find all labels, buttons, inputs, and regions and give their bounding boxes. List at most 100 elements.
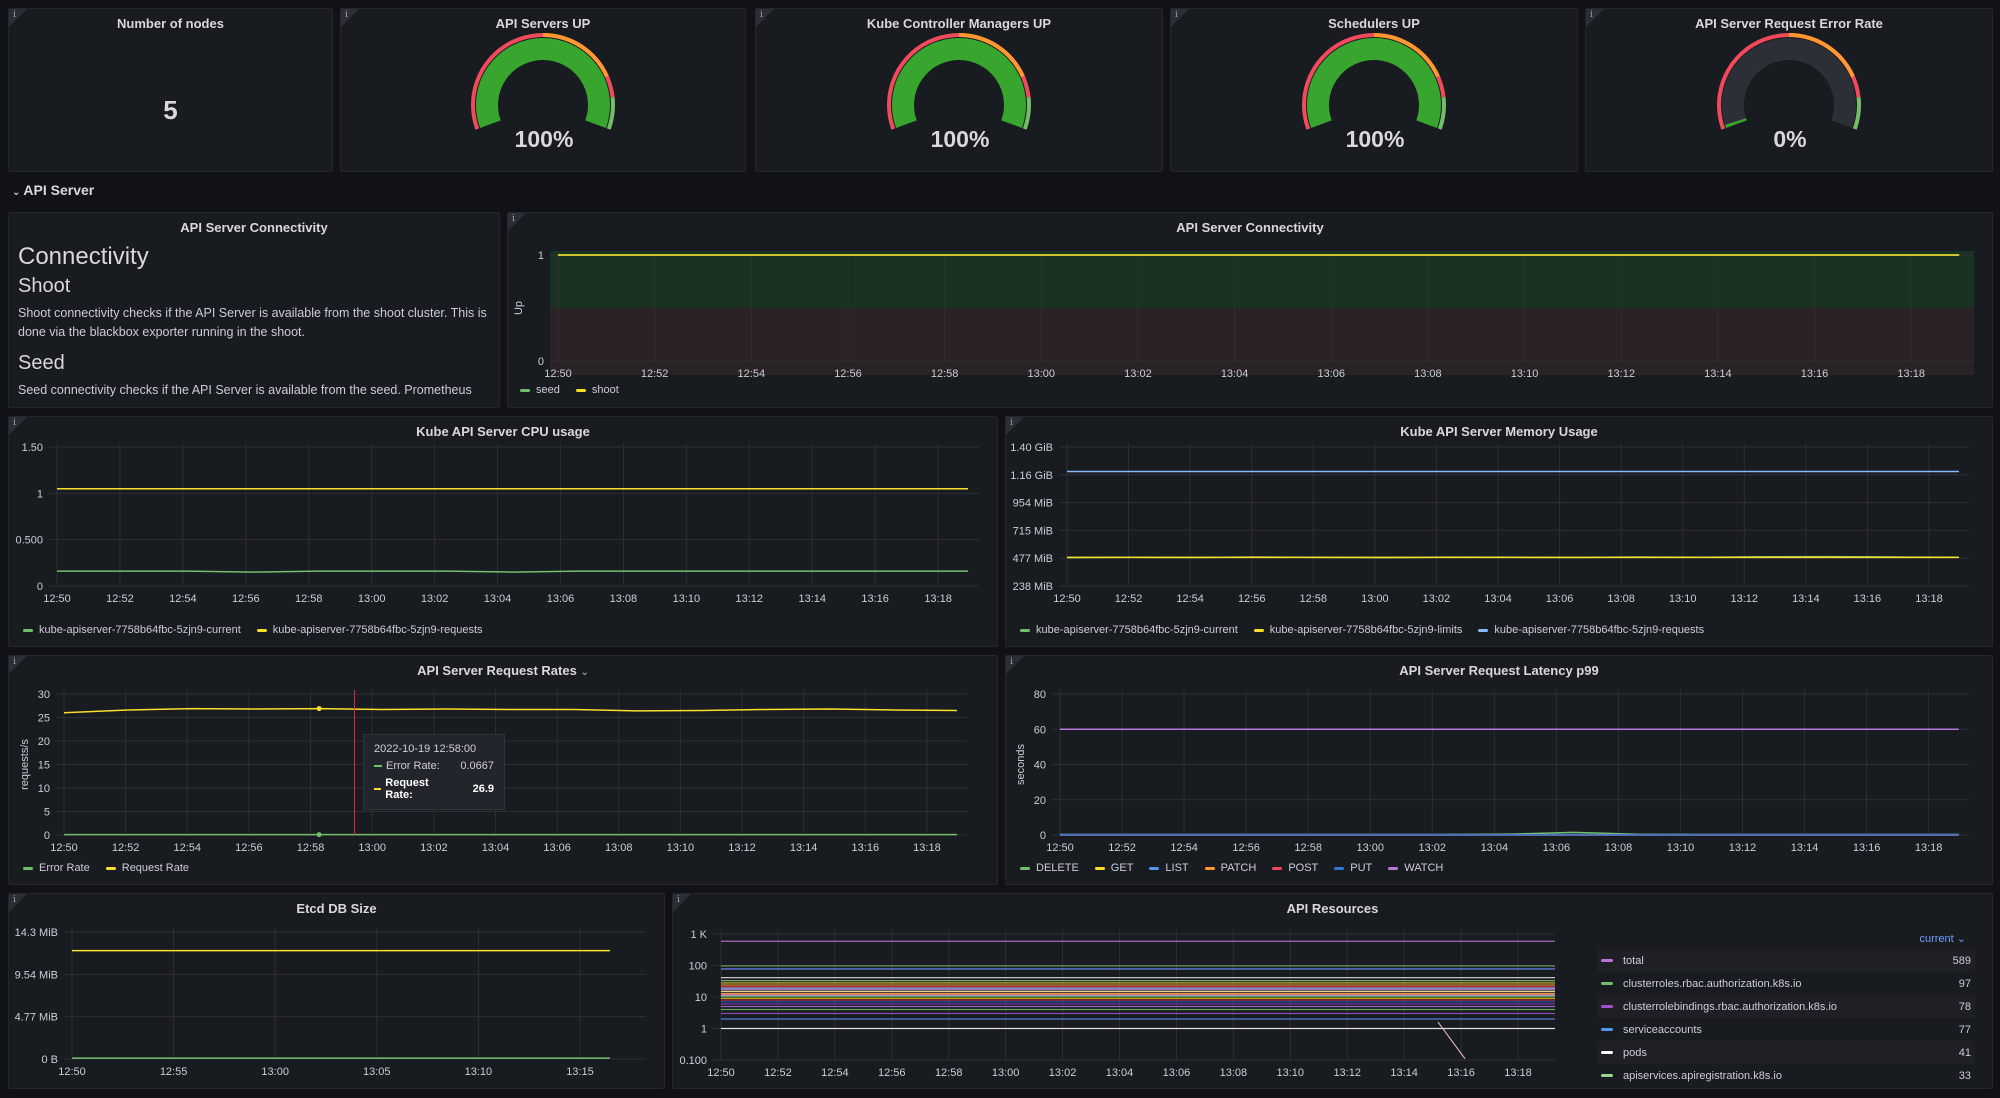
error-rate-gauge-panel[interactable]: i API Server Request Error Rate 0% [1585,8,1993,172]
legend-item[interactable]: kube-apiserver-7758b64fbc-5zjn9-requests [1478,624,1704,636]
x-tick-label: 13:14 [1791,842,1819,854]
panel-title: Number of nodes [117,16,224,31]
y-tick-label: 0.500 [15,535,43,547]
legend-item[interactable]: DELETE [1020,862,1079,874]
stat-value: 5 [163,95,178,125]
y-tick-label: 9.54 MiB [15,969,58,981]
legend-item[interactable]: Request Rate [105,862,189,874]
series-line [1437,1021,1466,1060]
nodes-stat-panel[interactable]: i Number of nodes 5 [8,8,333,172]
y-tick-label: 715 MiB [1013,525,1053,537]
legend-item[interactable]: seed [520,384,560,396]
legend-item[interactable]: kube-apiserver-7758b64fbc-5zjn9-current [1020,624,1238,636]
row-toggle-api-server[interactable]: ⌄ API Server [12,182,94,198]
x-tick-label: 13:12 [1333,1067,1361,1079]
legend-item[interactable]: Error Rate [23,862,90,874]
info-icon[interactable]: i [341,9,359,27]
tooltip-time: 2022-10-19 12:58:00 [374,743,477,755]
legend-swatch [1601,1028,1613,1031]
legend-name: pods [1623,1046,1647,1059]
info-icon[interactable]: i [756,9,774,27]
chart-svg: 238 MiB 477 MiB 715 MiB 954 MiB 1.16 GiB 1.40… [1010,442,1969,605]
legend-name: total [1623,954,1644,967]
legend-item[interactable]: LIST [1149,862,1189,874]
text-paragraph-shoot: Shoot connectivity checks if the API Ser… [18,306,487,339]
x-tick-label: 13:10 [673,593,701,605]
legend-row[interactable]: clusterrolebindings.rbac.authorization.k… [1597,995,1975,1018]
x-tick-label: 13:12 [1729,842,1757,854]
legend-item[interactable]: kube-apiserver-7758b64fbc-5zjn9-current [23,624,241,636]
y-tick-label: 25 [38,713,50,725]
hover-point [316,832,322,838]
x-tick-label: 13:04 [1484,593,1512,605]
text-heading: Connectivity [18,243,149,270]
legend-item[interactable]: shoot [575,384,619,396]
x-tick-label: 12:52 [641,368,669,380]
x-tick-label: 12:50 [544,368,572,380]
info-icon[interactable]: i [508,213,526,231]
legend-swatch [1601,1005,1613,1008]
etcd-size-chart-panel[interactable]: i 0 B 4.77 MiB 9.54 MiB 14.3 MiB 12:50 12:55 1… [8,893,665,1089]
legend-item[interactable]: PUT [1334,862,1372,874]
x-tick-label: 13:08 [605,842,633,854]
connectivity-chart-panel[interactable]: i 0 1 12:50 12:52 12:54 12:56 12:58 13:00 13:02 1… [507,212,1993,408]
legend-row[interactable]: clusterroles.rbac.authorization.k8s.io 97 [1597,972,1975,995]
memory-chart-panel[interactable]: i 238 MiB 477 MiB 715 MiB 954 MiB 1.16 GiB 1.… [1005,416,1993,647]
x-tick-label: 13:02 [1124,368,1152,380]
connectivity-text-panel[interactable]: API Server Connectivity Connectivity Sho… [8,212,500,408]
legend-name: clusterroles.rbac.authorization.k8s.io [1623,977,1802,990]
x-tick-label: 12:50 [58,1066,86,1078]
info-icon[interactable]: i [673,894,691,912]
legend-row[interactable]: total 589 [1597,949,1975,972]
cpu-chart-panel[interactable]: i 0 0.500 1 1.50 12:50 12:52 12:54 12:56 12:58 13… [8,416,998,647]
legend-swatch [1204,866,1215,870]
legend-row[interactable]: apiservices.apiregistration.k8s.io 33 [1597,1064,1975,1087]
x-tick-label: 12:52 [764,1067,792,1079]
legend-swatch [1601,1051,1613,1054]
info-icon[interactable]: i [1006,417,1024,435]
y-tick-label: 30 [38,689,50,701]
x-tick-label: 13:12 [736,593,764,605]
schedulers-gauge-panel[interactable]: i Schedulers UP 100% [1170,8,1578,172]
y-tick-label: 1.50 [22,442,43,454]
request-rates-chart-panel[interactable]: i 0 5 10 15 20 25 30 12:50 12:52 12:54 12:56 12:58 1… [8,655,998,885]
info-icon[interactable]: i [1586,9,1604,27]
x-tick-label: 13:18 [924,593,952,605]
legend-item[interactable]: kube-apiserver-7758b64fbc-5zjn9-limits [1253,624,1462,636]
x-tick-label: 12:58 [297,842,325,854]
legend-item[interactable]: GET [1094,862,1133,874]
gauge-threshold-red [471,107,480,130]
legend-item[interactable]: PATCH [1204,862,1256,874]
legend-row[interactable]: serviceaccounts 77 [1597,1018,1975,1041]
x-tick-label: 13:14 [1704,368,1732,380]
info-icon[interactable]: i [9,417,27,435]
x-tick-label: 13:04 [1221,368,1249,380]
legend-sort-header[interactable]: current ⌄ [1919,933,1966,945]
legend-name: serviceaccounts [1623,1023,1702,1036]
legend-item[interactable]: kube-apiserver-7758b64fbc-5zjn9-requests [256,624,483,636]
legend-item[interactable]: POST [1272,862,1318,874]
x-tick-label: 13:00 [358,593,386,605]
legend-row[interactable]: pods 41 [1597,1041,1975,1064]
panel-title[interactable]: API Server Request Rates ⌄ [9,663,997,678]
legend-swatch [1601,1074,1613,1077]
info-icon[interactable]: i [9,894,27,912]
tooltip-swatch [374,788,382,790]
api-resources-chart-panel[interactable]: i 0.100 1 10 100 1 K 12:50 12:52 12:54 12:56 12:5… [672,893,1993,1089]
x-tick-label: 13:12 [1731,593,1759,605]
x-tick-label: 13:02 [1423,593,1451,605]
api-servers-gauge-panel[interactable]: i API Servers UP 100% [340,8,746,172]
x-tick-label: 13:10 [667,842,695,854]
y-tick-label: 0 [37,581,43,593]
info-icon[interactable]: i [9,9,27,27]
controller-managers-gauge-panel[interactable]: i Kube Controller Managers UP 100% [755,8,1163,172]
latency-chart-panel[interactable]: i 0 20 40 60 80 12:50 12:52 12:54 12:56 12:58 13:0… [1005,655,1993,885]
legend-table: total 589 clusterroles.rbac.authorization.… [1597,949,1975,1087]
info-icon[interactable]: i [9,656,27,674]
legend-item[interactable]: WATCH [1388,862,1443,874]
x-tick-label: 12:56 [235,842,263,854]
legend-label: WATCH [1404,862,1444,874]
row-title: API Server [23,182,95,198]
info-icon[interactable]: i [1171,9,1189,27]
info-icon[interactable]: i [1006,656,1024,674]
